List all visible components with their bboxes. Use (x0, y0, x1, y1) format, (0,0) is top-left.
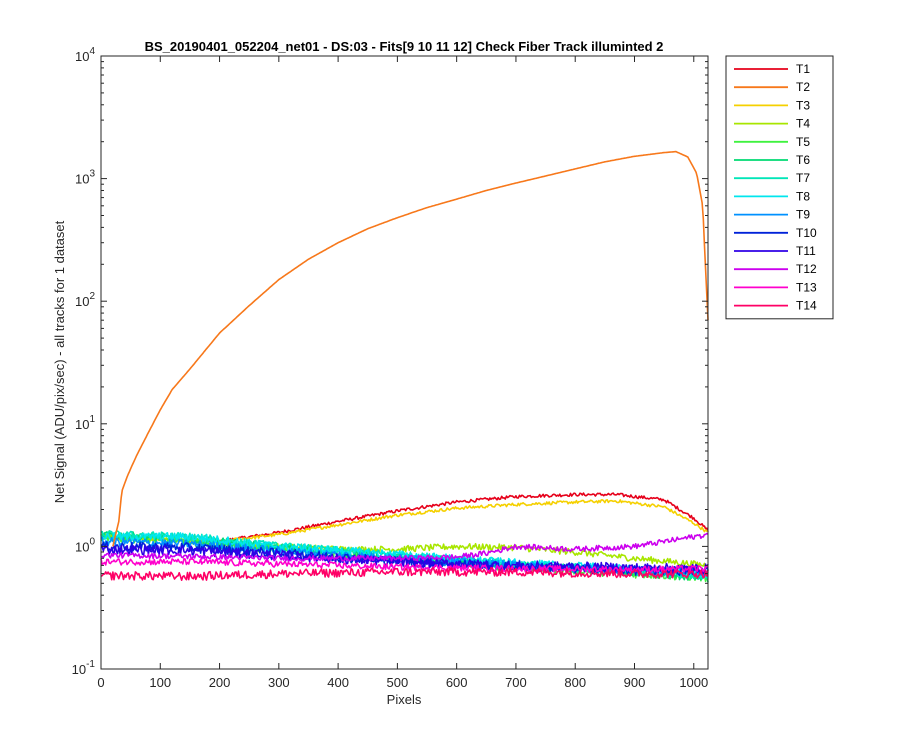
legend-box (725, 55, 834, 320)
legend-label-t14: T14 (796, 299, 817, 313)
x-tick-label: 200 (209, 675, 231, 690)
legend-label-t1: T1 (796, 62, 810, 76)
y-tick-label: 102 (75, 291, 95, 309)
y-tick-label: 100 (75, 536, 95, 554)
x-tick-label: 700 (505, 675, 527, 690)
legend-label-t5: T5 (796, 135, 810, 149)
legend-label-t12: T12 (796, 262, 817, 276)
x-tick-label: 0 (97, 675, 104, 690)
y-tick-label: 101 (75, 414, 95, 432)
axes-layer: 0 100 200 300 400 500 600 700 800 900 1000 10-1 100 1… (72, 46, 709, 690)
x-tick-label: 500 (387, 675, 409, 690)
legend-label-t3: T3 (796, 98, 810, 112)
series-line-t12 (100, 532, 709, 562)
series-line-t2 (112, 150, 709, 547)
legend-label-t6: T6 (796, 153, 810, 167)
legend-label-t11: T11 (796, 244, 816, 258)
legend-label-t9: T9 (796, 208, 810, 222)
x-tick-label: 1000 (679, 675, 708, 690)
y-tick-label: 10-1 (72, 659, 96, 677)
legend-label-t8: T8 (796, 189, 810, 203)
x-tick-label: 600 (446, 675, 468, 690)
x-tick-label: 800 (564, 675, 586, 690)
chart-title: BS_20190401_052204_net01 - DS:03 - Fits[… (145, 39, 664, 54)
series-layer (100, 150, 709, 583)
series-line-t13 (100, 557, 709, 574)
x-axis-title: Pixels (387, 692, 422, 707)
legend-label-t7: T7 (796, 171, 810, 185)
legend-label-t13: T13 (796, 280, 817, 294)
x-tick-label: 900 (624, 675, 646, 690)
x-tick-label: 400 (327, 675, 349, 690)
legend-label-t2: T2 (796, 80, 810, 94)
legend-label-t10: T10 (796, 226, 817, 240)
series-line-t14 (100, 567, 709, 581)
y-tick-label: 103 (75, 169, 95, 187)
x-tick-label: 100 (149, 675, 171, 690)
x-tick-label: 300 (268, 675, 290, 690)
legend: T1 T2 T3 T4 T5 T6 T7 T8 T9 T10 T11 T12 T13 T14 (725, 55, 834, 320)
y-tick-label: 104 (75, 46, 95, 64)
legend-label-t4: T4 (796, 117, 810, 131)
y-axis-title: Net Signal (ADU/pix/sec) - all tracks fo… (52, 220, 67, 503)
axes-box (100, 55, 709, 670)
